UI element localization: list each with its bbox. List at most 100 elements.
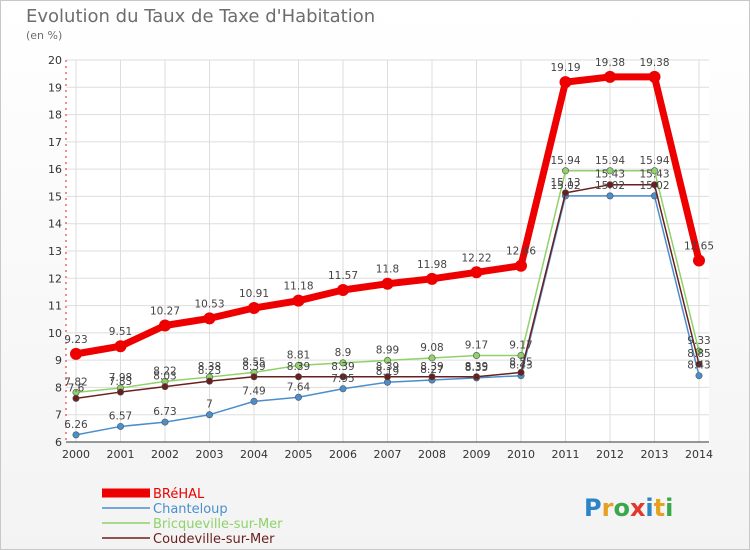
x-tick-label: 2008 bbox=[418, 448, 446, 461]
data-label: 10.53 bbox=[194, 298, 224, 310]
data-label: 8.81 bbox=[287, 349, 310, 361]
data-label: 8.99 bbox=[376, 344, 399, 356]
y-tick-label: 20 bbox=[48, 54, 62, 67]
data-label: 7.83 bbox=[109, 376, 132, 388]
x-tick-label: 2002 bbox=[151, 448, 179, 461]
data-label: 19.38 bbox=[595, 57, 625, 69]
series-group bbox=[70, 70, 705, 439]
data-point bbox=[472, 373, 480, 381]
data-point bbox=[250, 397, 258, 405]
data-point bbox=[648, 70, 661, 83]
data-label: 8.22 bbox=[153, 365, 176, 377]
x-tick-label: 2007 bbox=[374, 448, 402, 461]
data-point bbox=[203, 312, 216, 325]
x-tick-label: 2014 bbox=[685, 448, 713, 461]
data-point bbox=[161, 383, 169, 391]
data-point bbox=[72, 394, 80, 402]
data-label: 6.73 bbox=[153, 406, 176, 418]
data-point bbox=[117, 388, 125, 396]
x-tick-label: 2000 bbox=[62, 448, 90, 461]
logo-letter: x bbox=[630, 494, 646, 522]
y-tick-label: 12 bbox=[48, 272, 62, 285]
data-label: 10.27 bbox=[150, 305, 180, 317]
data-point bbox=[428, 373, 436, 381]
y-tick-label: 9 bbox=[55, 354, 62, 367]
data-point bbox=[561, 189, 569, 197]
data-label: 8.19 bbox=[376, 366, 399, 378]
data-label: 7.82 bbox=[64, 376, 87, 388]
data-point bbox=[339, 385, 347, 393]
y-tick-label: 13 bbox=[48, 245, 62, 258]
legend-label: BRéHAL bbox=[153, 487, 205, 502]
x-tick-label: 2003 bbox=[196, 448, 224, 461]
axes: 6 7 8 9 10 11 12 13 14 15 16 17 18 19 20 2000 2001 2002 20… bbox=[48, 54, 713, 461]
logo-letter: t bbox=[654, 494, 665, 522]
data-label: 9.23 bbox=[64, 334, 87, 346]
x-tick-label: 2005 bbox=[285, 448, 313, 461]
data-label: 12.65 bbox=[684, 241, 714, 253]
data-label: 6.57 bbox=[109, 410, 132, 422]
data-label: 9.17 bbox=[509, 340, 532, 352]
data-point bbox=[114, 340, 127, 353]
data-label: 15.94 bbox=[550, 155, 580, 167]
y-tick-label: 7 bbox=[55, 409, 62, 422]
data-point bbox=[428, 354, 436, 362]
data-label: 8.39 bbox=[242, 361, 265, 373]
data-label: 19.38 bbox=[639, 57, 669, 69]
data-label: 19.19 bbox=[550, 62, 580, 74]
data-point bbox=[695, 360, 703, 368]
legend-label: Coudeville-sur-Mer bbox=[153, 532, 275, 547]
y-tick-label: 10 bbox=[48, 327, 62, 340]
data-label: 8.39 bbox=[376, 361, 399, 373]
y-tick-label: 6 bbox=[55, 436, 62, 449]
data-labels: 6.26 6.57 6.73 7 7.49 7.64 7.95 8.19 8.27 8.35 8.4… bbox=[64, 57, 714, 431]
data-point bbox=[381, 277, 394, 290]
logo-letter: P bbox=[584, 494, 602, 522]
data-label: 11.18 bbox=[283, 281, 313, 293]
x-tick-label: 2010 bbox=[507, 448, 535, 461]
x-tick-label: 2009 bbox=[463, 448, 491, 461]
x-tick-label: 2013 bbox=[641, 448, 669, 461]
data-point bbox=[470, 266, 483, 279]
data-label: 7.49 bbox=[242, 385, 265, 397]
data-label: 12.46 bbox=[506, 246, 536, 258]
data-point bbox=[292, 294, 305, 307]
data-label: 6.26 bbox=[64, 419, 88, 431]
data-label: 7.6 bbox=[68, 382, 85, 394]
data-label: 8.03 bbox=[153, 371, 176, 383]
data-point bbox=[161, 418, 169, 426]
data-point bbox=[606, 192, 614, 200]
y-tick-label: 8 bbox=[55, 381, 62, 394]
data-label: 15.13 bbox=[550, 177, 580, 189]
data-label: 9.08 bbox=[420, 342, 443, 354]
data-point bbox=[383, 356, 391, 364]
data-point bbox=[606, 181, 614, 189]
data-point bbox=[206, 411, 214, 419]
data-point bbox=[426, 272, 438, 285]
legend-label: Bricqueville-sur-Mer bbox=[153, 517, 283, 532]
data-point bbox=[250, 373, 258, 381]
data-label: 7 bbox=[206, 399, 213, 411]
data-point bbox=[559, 76, 572, 89]
data-label: 15.02 bbox=[595, 180, 625, 192]
data-point bbox=[339, 359, 347, 367]
data-point bbox=[517, 368, 525, 376]
data-label: 7.64 bbox=[287, 381, 311, 393]
data-point bbox=[117, 422, 125, 430]
data-point bbox=[650, 181, 658, 189]
data-point bbox=[72, 431, 80, 439]
data-label: 8.9 bbox=[335, 347, 352, 359]
data-label: 8.27 bbox=[420, 364, 443, 376]
data-label: 8.39 bbox=[287, 361, 310, 373]
data-point bbox=[294, 393, 302, 401]
x-tick-label: 2001 bbox=[107, 448, 135, 461]
data-label: 12.22 bbox=[461, 252, 491, 264]
data-label: 8.85 bbox=[687, 348, 710, 360]
data-label: 8.38 bbox=[198, 361, 221, 373]
data-label: 11.8 bbox=[376, 264, 399, 276]
y-tick-label: 19 bbox=[48, 81, 62, 94]
data-label: 9.17 bbox=[465, 340, 488, 352]
x-tick-label: 2011 bbox=[552, 448, 580, 461]
x-tick-label: 2006 bbox=[329, 448, 357, 461]
